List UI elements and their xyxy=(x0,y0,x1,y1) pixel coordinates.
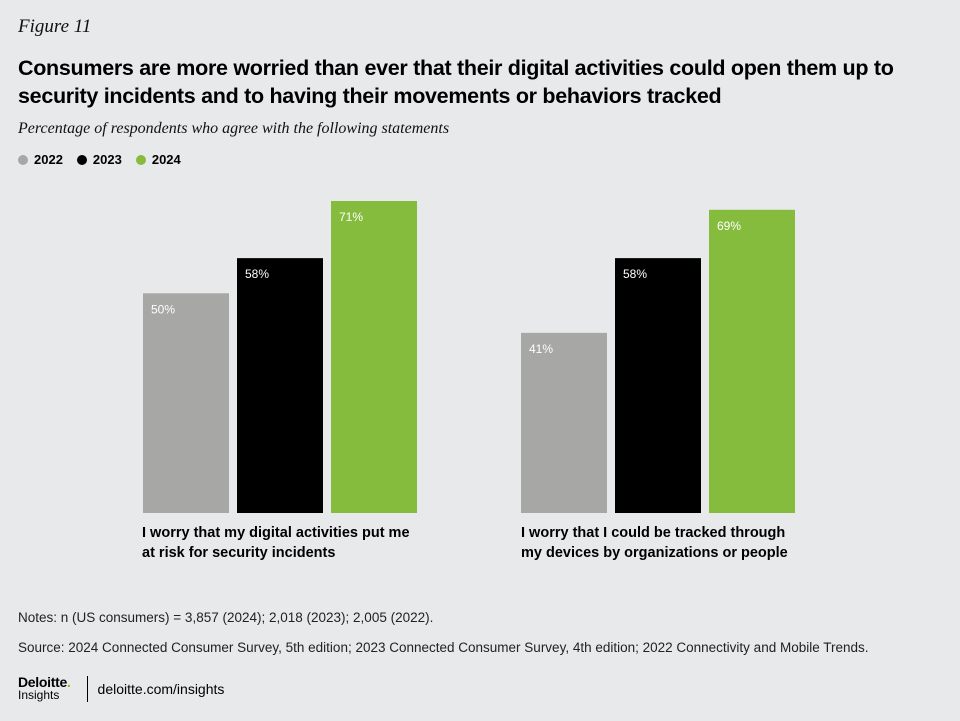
category-label-security: I worry that my digital activities put m… xyxy=(142,523,442,563)
legend-swatch-2023 xyxy=(76,154,87,165)
legend-item-2024: 2024 xyxy=(135,152,181,167)
brand-dot: . xyxy=(66,674,71,690)
bar-2023-cat2 xyxy=(615,258,701,513)
source: Source: 2024 Connected Consumer Survey, … xyxy=(18,640,869,655)
chart-title: Consumers are more worried than ever tha… xyxy=(18,56,894,108)
legend-label-2022: 2022 xyxy=(34,152,63,167)
brand-url[interactable]: deloitte.com/insights xyxy=(97,681,225,697)
legend-item-2023: 2023 xyxy=(76,152,122,167)
deloitte-logo: Deloitte. Insights xyxy=(18,674,71,702)
data-label-2022-cat1: 50% xyxy=(151,302,175,316)
legend-label-2023: 2023 xyxy=(92,152,122,167)
notes: Notes: n (US consumers) = 3,857 (2024); … xyxy=(18,610,434,625)
legend-swatch-2024 xyxy=(135,154,146,165)
legend-label-2024: 2024 xyxy=(151,152,181,167)
legend-item-2022: 2022 xyxy=(18,152,63,167)
category-label-tracking: I worry that I could be tracked through … xyxy=(521,523,821,563)
data-label-2023-cat2: 58% xyxy=(623,267,647,281)
brand-sub: Insights xyxy=(18,688,60,702)
data-label-2024-cat2: 69% xyxy=(717,219,741,233)
data-label-2024-cat1: 71% xyxy=(339,210,363,224)
category-label-line: I worry that my digital activities put m… xyxy=(142,525,410,541)
category-label-line: at risk for security incidents xyxy=(142,545,336,561)
brand-divider xyxy=(86,676,88,702)
data-label-2022-cat2: 41% xyxy=(529,342,553,356)
data-label-2023-cat1: 58% xyxy=(245,267,269,281)
bar-2023-cat1 xyxy=(237,258,323,513)
chart-subtitle: Percentage of respondents who agree with… xyxy=(18,120,450,137)
bar-2022-cat1 xyxy=(143,293,229,513)
bar-2024-cat2 xyxy=(709,209,795,513)
legend: 2022 2023 2024 xyxy=(18,152,181,167)
bar-2024-cat1 xyxy=(331,201,417,513)
bar-2022-cat2 xyxy=(521,332,607,513)
category-label-line: my devices by organizations or people xyxy=(521,545,788,561)
brand-footer: Deloitte. Insights deloitte.com/insights xyxy=(18,674,225,702)
category-label-line: I worry that I could be tracked through xyxy=(521,525,786,541)
figure-label: Figure 11 xyxy=(18,16,92,37)
brand-name: Deloitte xyxy=(18,674,67,690)
legend-swatch-2022 xyxy=(18,154,28,165)
